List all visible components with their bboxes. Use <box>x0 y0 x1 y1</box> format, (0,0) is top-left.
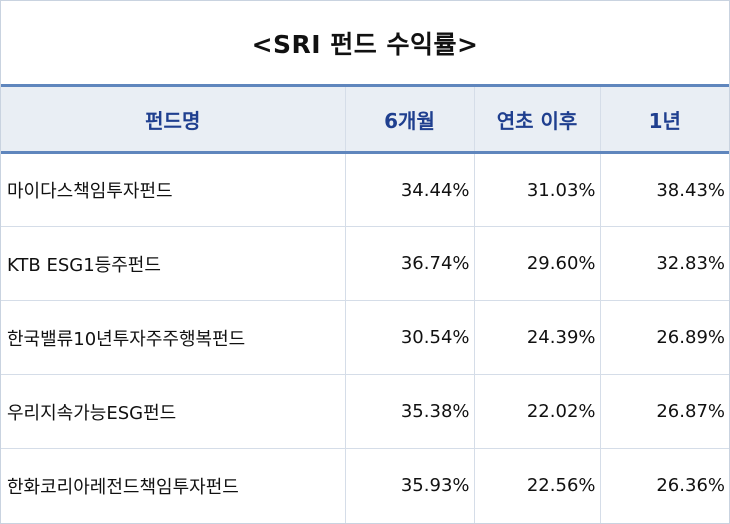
return-1y-cell: 32.83% <box>599 226 729 301</box>
fund-name-cell: 한국밸류10년투자주주행복펀드 <box>1 300 345 375</box>
return-6m-cell: 35.38% <box>344 374 474 449</box>
return-ytd-cell: 22.02% <box>473 374 600 449</box>
return-ytd-cell: 22.56% <box>473 448 600 523</box>
header-fund-name: 펀드명 <box>1 84 345 154</box>
fund-name-cell: 우리지속가능ESG펀드 <box>1 374 345 449</box>
table-row: 한화코리아레전드책임투자펀드 35.93% 22.56% 26.36% <box>1 448 729 523</box>
return-1y-cell: 38.43% <box>599 152 729 227</box>
table-header-row: 펀드명 6개월 연초 이후 1년 <box>1 84 729 154</box>
fund-name-cell: 한화코리아레전드책임투자펀드 <box>7 476 239 498</box>
return-ytd-cell: 31.03% <box>473 152 600 227</box>
header-ytd: 연초 이후 <box>473 84 600 154</box>
fund-name-cell: KTB ESG1등주펀드 <box>1 226 345 301</box>
page-title: <SRI 펀드 수익률> <box>251 29 479 59</box>
fund-name-cell: 마이다스책임투자펀드 <box>1 152 345 227</box>
return-1y-cell: 26.36% <box>599 448 729 523</box>
return-1y-cell: 26.89% <box>599 300 729 375</box>
return-6m-cell: 30.54% <box>344 300 474 375</box>
return-1y-cell: 26.87% <box>599 374 729 449</box>
return-6m-cell: 34.44% <box>344 152 474 227</box>
return-6m-cell: 36.74% <box>344 226 474 301</box>
returns-table: 펀드명 6개월 연초 이후 1년 마이다스책임투자펀드 34.44% 31.03… <box>1 84 729 523</box>
header-1-year: 1년 <box>599 84 729 154</box>
return-ytd-cell: 29.60% <box>473 226 600 301</box>
return-6m-cell: 35.93% <box>344 448 474 523</box>
return-ytd-cell: 24.39% <box>473 300 600 375</box>
table-row: KTB ESG1등주펀드 36.74% 29.60% 32.83% <box>1 226 729 301</box>
header-6-months: 6개월 <box>344 84 474 154</box>
table-row: 마이다스책임투자펀드 34.44% 31.03% 38.43% <box>1 152 729 227</box>
table-row: 한국밸류10년투자주주행복펀드 30.54% 24.39% 26.89% <box>1 300 729 375</box>
table-row: 우리지속가능ESG펀드 35.38% 22.02% 26.87% <box>1 374 729 449</box>
